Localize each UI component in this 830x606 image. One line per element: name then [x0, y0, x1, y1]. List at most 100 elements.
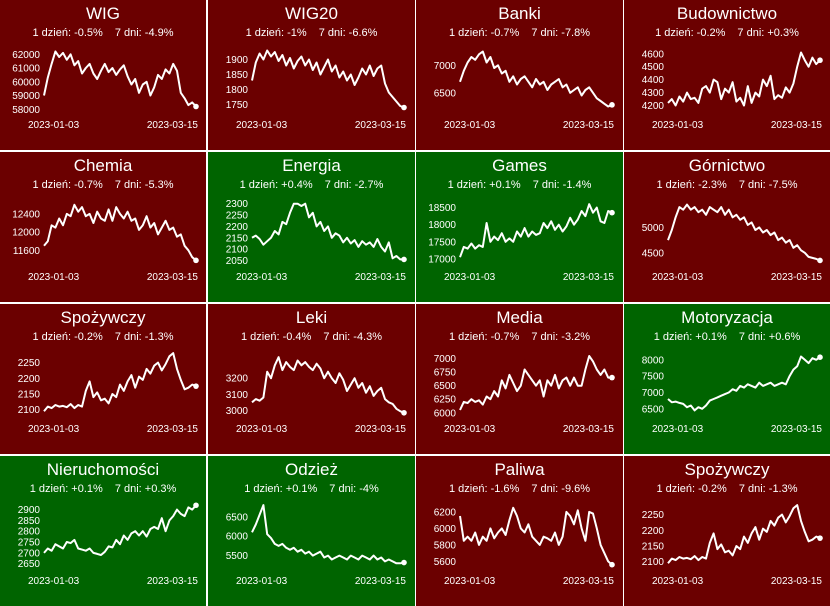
y-tick-label: 12000: [12, 228, 40, 239]
chart-title: Górnictwo: [688, 156, 766, 175]
last-point-marker: [817, 57, 823, 64]
y-tick-label: 18500: [428, 203, 456, 214]
line-chart: 58000 59000 60000 61000 62000 2023-01-03 2023-…: [12, 50, 199, 131]
last-point-marker: [401, 256, 407, 263]
x-start-label: 2023-01-03: [444, 120, 496, 131]
stat-1-day: 1 dzień: -0.7%: [32, 179, 103, 191]
chart-title: Chemia: [73, 156, 133, 175]
stat-1-day: 1 dzień: -1%: [245, 27, 307, 39]
chart-stats: 1 dzień: +0.1% 7 dni: -4%: [208, 483, 415, 496]
line-chart: 2100 2150 2200 2250 2023-01-03 2023-03-15: [642, 504, 823, 587]
x-end-label: 2023-03-15: [355, 424, 407, 435]
stat-1-day: 1 dzień: -0.2%: [32, 331, 103, 343]
x-end-label: 2023-03-15: [355, 272, 407, 283]
chart-stats: 1 dzień: +0.4% 7 dni: -2.7%: [208, 179, 415, 192]
last-point-marker: [609, 374, 615, 381]
stat-1-day: 1 dzień: -0.2%: [655, 27, 726, 39]
chart-stats: 1 dzień: -0.2% 7 dni: -1.3%: [624, 483, 830, 496]
y-tick-label: 2150: [18, 390, 41, 401]
y-tick-label: 2650: [18, 559, 41, 570]
y-tick-label: 17000: [428, 254, 456, 265]
x-start-label: 2023-01-03: [236, 576, 288, 587]
chart-panel: Nieruchomości 1 dzień: +0.1% 7 dni: +0.3% 2…: [0, 456, 206, 606]
y-tick-label: 2250: [18, 358, 41, 369]
series-line: [251, 504, 405, 565]
x-start-label: 2023-01-03: [236, 120, 288, 131]
last-point-marker: [817, 257, 823, 264]
y-tick-label: 1900: [226, 55, 249, 66]
line-chart: 11600 12000 12400 2023-01-03 2023-03-15: [12, 203, 199, 283]
series-line: [251, 49, 405, 109]
y-tick-label: 6250: [434, 395, 457, 406]
series-line: [43, 203, 197, 262]
last-point-marker: [817, 354, 823, 360]
stat-7-days: 7 dni: -4%: [329, 483, 379, 495]
y-tick-label: 7000: [434, 61, 457, 72]
y-tick-label: 6500: [434, 381, 457, 392]
y-tick-label: 8000: [642, 355, 665, 366]
chart-panel: Motoryzacja 1 dzień: +0.1% 7 dni: +0.6% 650…: [624, 304, 830, 454]
x-end-label: 2023-03-15: [563, 576, 615, 587]
chart-panel: Paliwa 1 dzień: -1.6% 7 dni: -9.6% 5600 5800…: [416, 456, 623, 606]
series-line: [667, 504, 821, 564]
chart-title: Paliwa: [494, 460, 545, 479]
last-point-marker: [193, 502, 199, 509]
chart-title: Games: [492, 156, 547, 175]
stat-7-days: 7 dni: +0.3%: [114, 483, 177, 495]
chart-stats: 1 dzień: +0.1% 7 dni: -1.4%: [416, 179, 623, 192]
stat-7-days: 7 dni: -3.2%: [531, 331, 591, 343]
stat-7-days: 7 dni: -7.5%: [738, 179, 798, 191]
y-tick-label: 60000: [12, 77, 40, 88]
y-tick-label: 6000: [434, 524, 457, 535]
stat-1-day: 1 dzień: +0.1%: [653, 331, 727, 343]
x-end-label: 2023-03-15: [563, 272, 615, 283]
series-line: [459, 506, 613, 566]
y-tick-label: 2100: [226, 245, 249, 256]
y-tick-label: 18000: [428, 220, 456, 231]
y-tick-label: 3200: [226, 374, 249, 385]
y-tick-label: 2200: [642, 526, 665, 537]
x-end-label: 2023-03-15: [771, 576, 823, 587]
y-tick-label: 11600: [13, 246, 41, 257]
chart-title: WIG20: [285, 4, 338, 23]
x-end-label: 2023-03-15: [771, 424, 823, 435]
chart-panel: Spożywczy 1 dzień: -0.2% 7 dni: -1.3% 2100 2…: [0, 304, 206, 454]
y-tick-label: 2100: [18, 405, 41, 416]
x-start-label: 2023-01-03: [28, 424, 80, 435]
chart-stats: 1 dzień: -0.7% 7 dni: -3.2%: [416, 331, 623, 344]
stat-7-days: 7 dni: -1.3%: [738, 483, 798, 495]
chart-title: Budownictwo: [676, 4, 778, 23]
chart-stats: 1 dzień: +0.1% 7 dni: +0.6%: [624, 331, 830, 344]
y-tick-label: 6200: [434, 507, 457, 518]
stat-7-days: 7 dni: +0.6%: [738, 331, 801, 343]
y-tick-label: 17500: [428, 237, 456, 248]
y-tick-label: 2150: [226, 233, 249, 244]
line-chart: 6000 6250 6500 6750 7000 2023-01-03 2023-03-15: [434, 354, 615, 435]
stat-7-days: 7 dni: +0.3%: [737, 27, 799, 39]
chart-panel: Banki 1 dzień: -0.7% 7 dni: -7.8% 6500 7000 2…: [416, 0, 623, 150]
x-start-label: 2023-01-03: [236, 424, 288, 435]
line-chart: 4200 4300 4400 4500 4600 2023-01-03 2023-03-15: [642, 49, 823, 131]
chart-stats: 1 dzień: -0.4% 7 dni: -4.3%: [208, 331, 415, 344]
line-chart: 3000 3100 3200 2023-01-03 2023-03-15: [226, 356, 407, 435]
line-chart: 1750 1800 1850 1900 2023-01-03 2023-03-15: [226, 49, 407, 131]
y-tick-label: 59000: [12, 91, 40, 102]
y-tick-label: 6500: [642, 404, 665, 415]
y-tick-label: 2700: [18, 548, 41, 559]
y-tick-label: 2250: [642, 510, 665, 521]
stat-7-days: 7 dni: -7.8%: [531, 27, 591, 39]
y-tick-label: 7000: [434, 354, 457, 365]
chart-panel: Spożywczy 1 dzień: -0.2% 7 dni: -1.3% 2100 2…: [624, 456, 830, 606]
x-start-label: 2023-01-03: [236, 272, 288, 283]
series-line: [43, 504, 197, 556]
chart-title: Energia: [282, 156, 341, 175]
y-tick-label: 2250: [226, 211, 249, 222]
stat-7-days: 7 dni: -1.3%: [114, 331, 174, 343]
last-point-marker: [193, 103, 199, 110]
chart-title: Banki: [498, 4, 541, 23]
y-tick-label: 2050: [226, 256, 249, 267]
stat-7-days: 7 dni: -2.7%: [324, 179, 384, 191]
y-tick-label: 6500: [226, 512, 249, 523]
y-tick-label: 4500: [642, 62, 665, 73]
